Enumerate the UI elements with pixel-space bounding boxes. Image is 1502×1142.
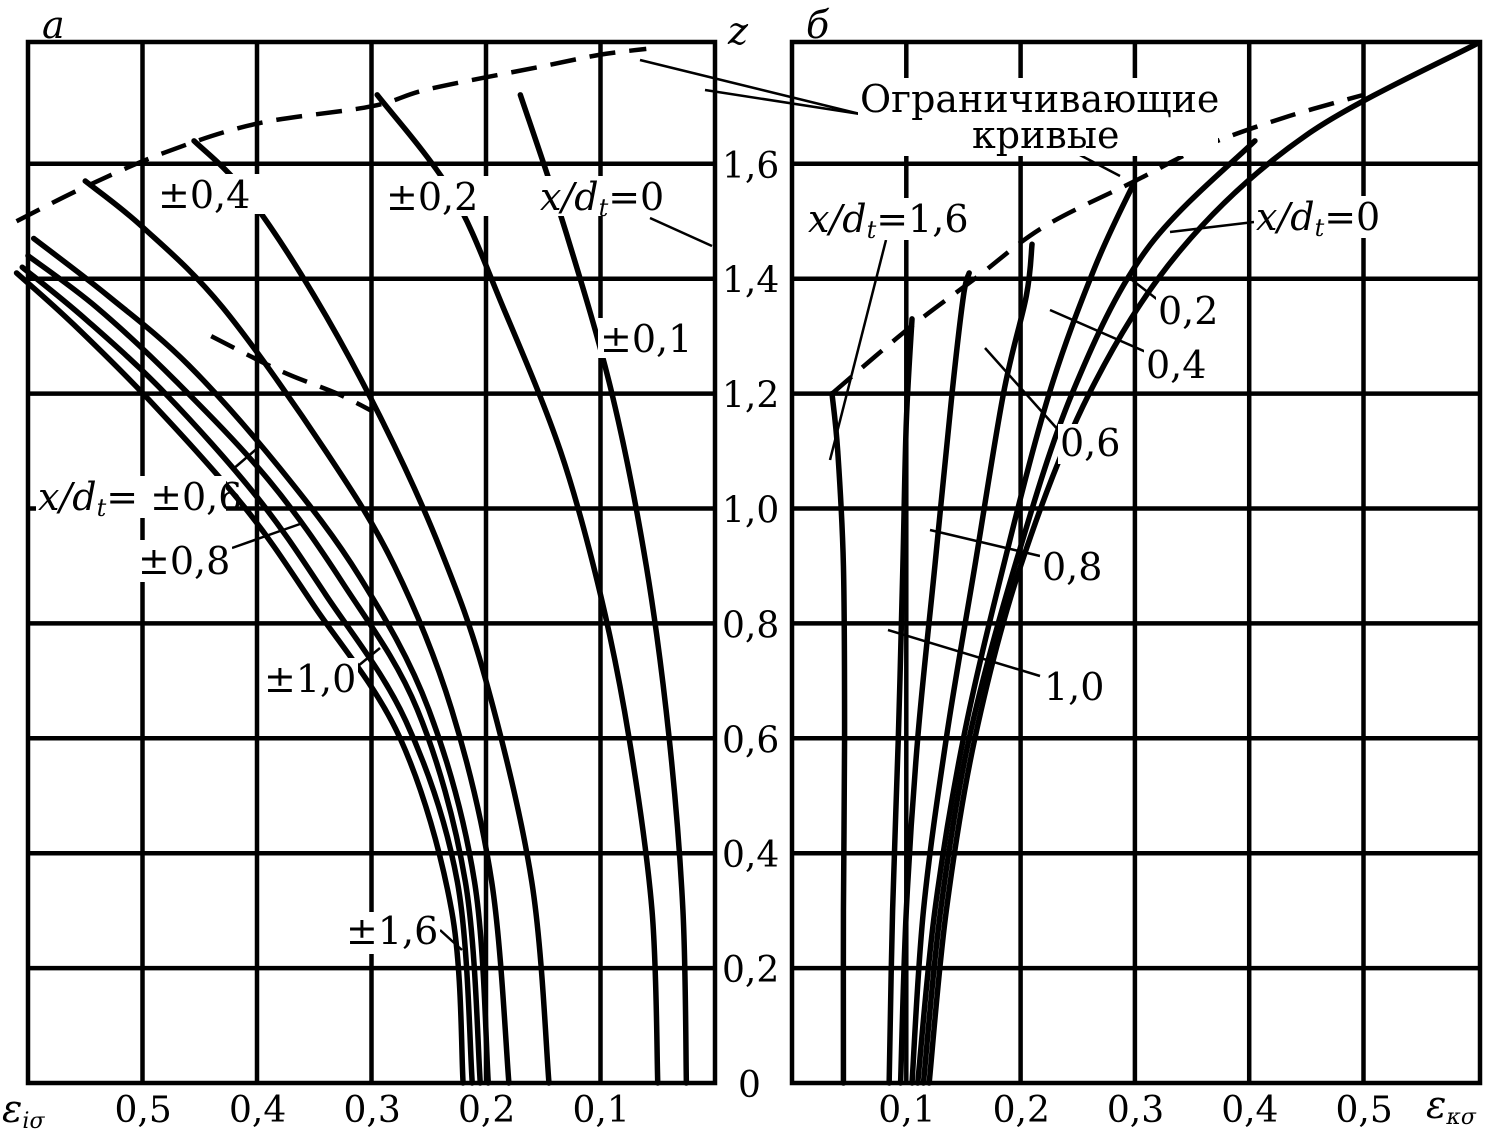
- annotation-a-08: ±0,8: [138, 539, 230, 583]
- annotation-a-04: ±0,4: [158, 173, 250, 217]
- x-tick-b-1: 0,2: [993, 1090, 1050, 1131]
- leader-line-5: [1131, 279, 1159, 301]
- panel-a-series-4: [30, 235, 492, 1086]
- x-axis-label-b: εκσ: [1426, 1083, 1477, 1130]
- x-tick-b-3: 0,4: [1221, 1090, 1278, 1131]
- leader-line-14: [357, 647, 381, 667]
- panel-a-limiting-curve-0: [15, 46, 647, 224]
- x-tick-a-4: 0,1: [573, 1090, 630, 1131]
- panel-b-series-0: [926, 40, 1481, 1086]
- leader-line-12: [231, 445, 261, 471]
- x-axis-label-a: εiσ: [2, 1087, 45, 1134]
- annotation-b-limit-2: кривые: [972, 113, 1120, 157]
- annotation-b-08: 0,8: [1042, 545, 1102, 589]
- panel-label-b: б: [806, 3, 830, 47]
- leader-line-13: [231, 522, 301, 550]
- annotation-b-02: 0,2: [1158, 289, 1218, 333]
- leader-line-9: [887, 628, 1041, 678]
- annotation-a-06: x/dt= ±0,6: [38, 475, 242, 522]
- leader-line-10: [828, 239, 888, 461]
- leader-line-3: [1077, 152, 1121, 178]
- panel-b-series-2: [914, 178, 1138, 1086]
- annotation-a-x0: x/dt=0: [540, 175, 664, 222]
- annotation-a-10: ±1,0: [264, 657, 356, 701]
- leader-line-0: [649, 216, 713, 248]
- x-tick-b-4: 0,5: [1336, 1090, 1393, 1131]
- panel-b-annotations: Ограничивающие кривые x/dt=0 0,2 0,4 0,6…: [806, 77, 1384, 709]
- y-tick-2: 0,4: [722, 835, 779, 876]
- annotation-a-01: ±0,1: [600, 317, 692, 361]
- leader-line-2: [704, 88, 861, 116]
- annotation-b-06: 0,6: [1060, 421, 1120, 465]
- panel-a-annotations: x/dt=0 ±0,1 ±0,2 ±0,4 x/dt= ±0,6 ±0,8 ±1…: [36, 173, 708, 954]
- panel-b-series-3: [909, 241, 1035, 1086]
- panel-b-series-1: [920, 138, 1258, 1086]
- y-tick-4: 0,8: [722, 605, 779, 646]
- x-tick-a-3: 0,2: [458, 1090, 515, 1131]
- y-tick-1: 0,2: [722, 950, 779, 991]
- y-tick-6: 1,2: [722, 376, 779, 417]
- panel-a-series-2: [191, 138, 552, 1086]
- y-axis-label: z: [727, 9, 749, 53]
- panel-a-series-0: [517, 92, 690, 1086]
- annotation-leaders: [231, 58, 1255, 951]
- annotation-b-10: 1,0: [1044, 665, 1104, 709]
- panel-a-series-5: [25, 252, 484, 1086]
- y-tick-5: 1,0: [722, 491, 779, 532]
- panel-a-series-6: [19, 264, 476, 1086]
- leader-line-7: [984, 347, 1061, 433]
- y-tick-3: 0,6: [722, 720, 779, 761]
- panel-b-series-4: [897, 270, 972, 1086]
- panel-b-curves: [829, 40, 1481, 1086]
- x-tick-a-0: 0,5: [115, 1090, 172, 1131]
- leader-line-1: [639, 58, 861, 116]
- y-tick-0: 0: [738, 1065, 761, 1106]
- leader-line-8: [929, 528, 1041, 558]
- panel-label-a: a: [42, 3, 65, 47]
- panel-b-series-6: [829, 390, 848, 1086]
- panel-b-limiting-curve-0: [830, 92, 1365, 396]
- tick-labels: 0,5 0,4 0,3 0,2 0,1 0,1 0,2 0,3 0,4 0,5 0 0,2 0,4 0,6…: [115, 146, 1393, 1131]
- panel-a-series-3: [82, 178, 512, 1086]
- annotation-b-x16: x/dt=1,6: [808, 197, 969, 244]
- x-tick-a-2: 0,3: [344, 1090, 401, 1131]
- y-tick-7: 1,4: [722, 261, 779, 302]
- leader-line-15: [439, 929, 463, 951]
- annotation-a-02: ±0,2: [386, 175, 478, 219]
- panel-b-series-5: [886, 316, 915, 1086]
- x-tick-b-0: 0,1: [878, 1090, 935, 1131]
- panel-a-series-7: [13, 270, 466, 1086]
- panel-a-limiting-curve-1: [210, 334, 373, 413]
- x-tick-a-1: 0,4: [229, 1090, 286, 1131]
- annotation-b-04: 0,4: [1146, 343, 1206, 387]
- annotation-b-limit-1: Ограничивающие: [860, 77, 1219, 121]
- annotation-b-x0: x/dt=0: [1256, 195, 1380, 242]
- leader-line-6: [1049, 308, 1147, 354]
- annotation-a-16: ±1,6: [346, 909, 438, 953]
- x-tick-b-2: 0,3: [1107, 1090, 1164, 1131]
- leader-line-4: [1169, 220, 1255, 234]
- y-tick-8: 1,6: [722, 146, 779, 187]
